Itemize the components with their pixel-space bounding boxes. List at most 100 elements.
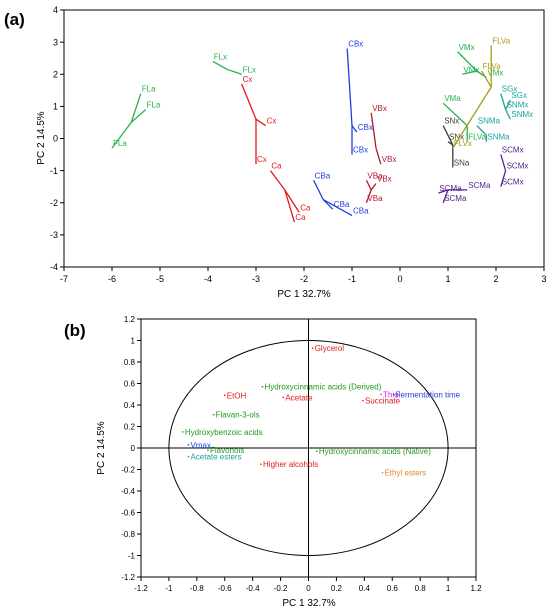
score-x-tick-label: 1 xyxy=(445,274,450,284)
score-point-label: FLVa xyxy=(492,36,510,45)
score-point-label: Ca xyxy=(300,203,311,212)
score-segment xyxy=(500,93,507,110)
score-y-tick-label: -4 xyxy=(50,262,58,272)
variable-point xyxy=(362,399,364,402)
score-y-tick-label: 4 xyxy=(53,5,58,15)
score-y-tick-label: -2 xyxy=(50,198,58,208)
score-point-label: CBx xyxy=(358,123,373,132)
score-point-label: Cx xyxy=(243,75,253,84)
variable-point xyxy=(311,347,314,349)
corr-x-tick-label: 1.2 xyxy=(470,584,482,593)
score-point-label: VMa xyxy=(444,94,461,103)
score-segment xyxy=(255,118,266,127)
score-point-label: FLa xyxy=(147,101,161,110)
corr-x-tick-label: -0.2 xyxy=(274,584,288,593)
variable-point xyxy=(223,394,226,397)
score-point-label: SNMx xyxy=(511,110,533,119)
score-plot-marks: FLaFLaFLaFLxFLxCxCxCxCaCaCaCBaCBaCBaCBxC… xyxy=(111,36,533,223)
correlation-plot-axes: -1.2 -1 -0.8 -0.6 -0.4 -0.2 0 0.2 0.4 0.6 0.8 1 1.2 -… xyxy=(121,315,482,593)
score-segment xyxy=(284,189,296,223)
correlation-plot-x-axis-title: PC 1 32.7% xyxy=(282,598,335,609)
score-point-label: CBx xyxy=(353,146,368,155)
score-point-label: FLa xyxy=(113,139,127,148)
score-point-label: Cx xyxy=(267,117,277,126)
variable-point xyxy=(381,471,384,474)
score-segment xyxy=(462,70,477,75)
score-segment xyxy=(212,60,228,70)
score-point-label: SNMa xyxy=(487,133,510,142)
variable-label: Thiol xyxy=(383,390,401,399)
score-x-tick-label: 0 xyxy=(397,274,402,284)
score-y-tick-label: 1 xyxy=(53,102,58,112)
corr-y-tick-label: 0.6 xyxy=(124,379,136,388)
variable-label: Vmax xyxy=(190,441,210,450)
score-segment xyxy=(313,179,324,200)
score-segment xyxy=(438,189,449,194)
variable-label: Flavan-3-ols xyxy=(216,411,260,420)
score-point-label: VMx xyxy=(463,65,479,74)
variable-label: Fermentation time xyxy=(396,390,461,399)
score-plot: -7 -6 -5 -4 -3 -2 -1 0 1 2 3 -4 -3 -2 -1 0 1 2 3 4 FLa FLa FL… xyxy=(36,5,547,300)
corr-y-tick-label: 0.8 xyxy=(124,358,136,367)
score-segment xyxy=(130,109,147,123)
corr-x-tick-label: -0.8 xyxy=(190,584,204,593)
score-segment xyxy=(457,51,478,72)
score-point-label: VBa xyxy=(367,171,383,180)
score-segment xyxy=(346,48,353,126)
score-segment xyxy=(500,170,507,187)
score-segment xyxy=(442,125,454,146)
score-point-label: SCMa xyxy=(468,181,491,190)
score-point-label: SCMa xyxy=(439,184,462,193)
variable-point xyxy=(187,455,190,458)
correlation-plot-marks: Glycerol Hydroxycinnamic acids (Derived) E… xyxy=(168,340,461,556)
variable-label: Succinate xyxy=(365,397,401,406)
score-x-tick-label: -3 xyxy=(252,274,260,284)
corr-y-tick-label: 0.2 xyxy=(124,422,136,431)
score-plot-y-axis-title: PC 2 14.5% xyxy=(36,111,47,164)
score-y-tick-label: 0 xyxy=(53,134,58,144)
score-segment xyxy=(322,198,353,217)
score-point-label: CBa xyxy=(334,200,350,209)
score-point-label: FLVx xyxy=(454,139,472,148)
corr-x-tick-label: 0.8 xyxy=(415,584,427,593)
score-x-tick-label: -7 xyxy=(60,274,68,284)
variable-point xyxy=(212,413,215,416)
variable-point xyxy=(207,449,209,451)
panel-b-label: (b) xyxy=(64,321,86,340)
score-segment xyxy=(452,86,492,149)
score-point-label: FLVa xyxy=(468,133,486,142)
corr-y-tick-label: -0.6 xyxy=(121,508,135,517)
score-segment xyxy=(505,109,511,120)
score-x-tick-label: -4 xyxy=(204,274,212,284)
score-point-label: CBa xyxy=(353,207,369,216)
score-point-label: SCMx xyxy=(507,162,529,171)
variable-point xyxy=(187,443,190,446)
score-point-label: SGx xyxy=(511,91,527,100)
variable-point xyxy=(260,463,262,465)
score-point-label: CBx xyxy=(348,40,363,49)
score-point-label: SCMa xyxy=(444,194,467,203)
variable-point xyxy=(316,450,318,453)
score-point-label: Ca xyxy=(271,162,282,171)
corr-y-tick-label: 1.2 xyxy=(124,315,136,324)
score-y-tick-label: -3 xyxy=(50,230,58,240)
score-y-tick-label: 2 xyxy=(53,69,58,79)
score-point-label: FLx xyxy=(243,65,256,74)
score-x-tick-label: 2 xyxy=(493,274,498,284)
corr-y-tick-label: -0.2 xyxy=(121,465,135,474)
score-segment xyxy=(370,112,377,149)
score-segment xyxy=(240,83,257,120)
variable-label: Hydroxybenzoic acids xyxy=(185,428,263,437)
corr-y-tick-label: -0.8 xyxy=(121,530,135,539)
score-segment xyxy=(351,125,358,133)
corr-y-tick-label: 0.4 xyxy=(124,401,136,410)
variable-label: Glycerol xyxy=(315,344,345,353)
correlation-circle-plot: -1.2 -1 -0.8 -0.6 -0.4 -0.2 0 0.2 0.4 0.6 0.8 1 1.2 -… xyxy=(96,315,482,609)
corr-x-tick-label: -1 xyxy=(165,584,173,593)
score-point-label: SCMx xyxy=(502,178,524,187)
score-x-tick-label: -5 xyxy=(156,274,164,284)
score-point-label: SGx xyxy=(502,85,518,94)
corr-y-tick-label: -1 xyxy=(128,551,136,560)
variable-label: Ethyl esters xyxy=(384,469,426,478)
variable-label: Hydroxycinnamic acids (Native) xyxy=(319,447,431,456)
